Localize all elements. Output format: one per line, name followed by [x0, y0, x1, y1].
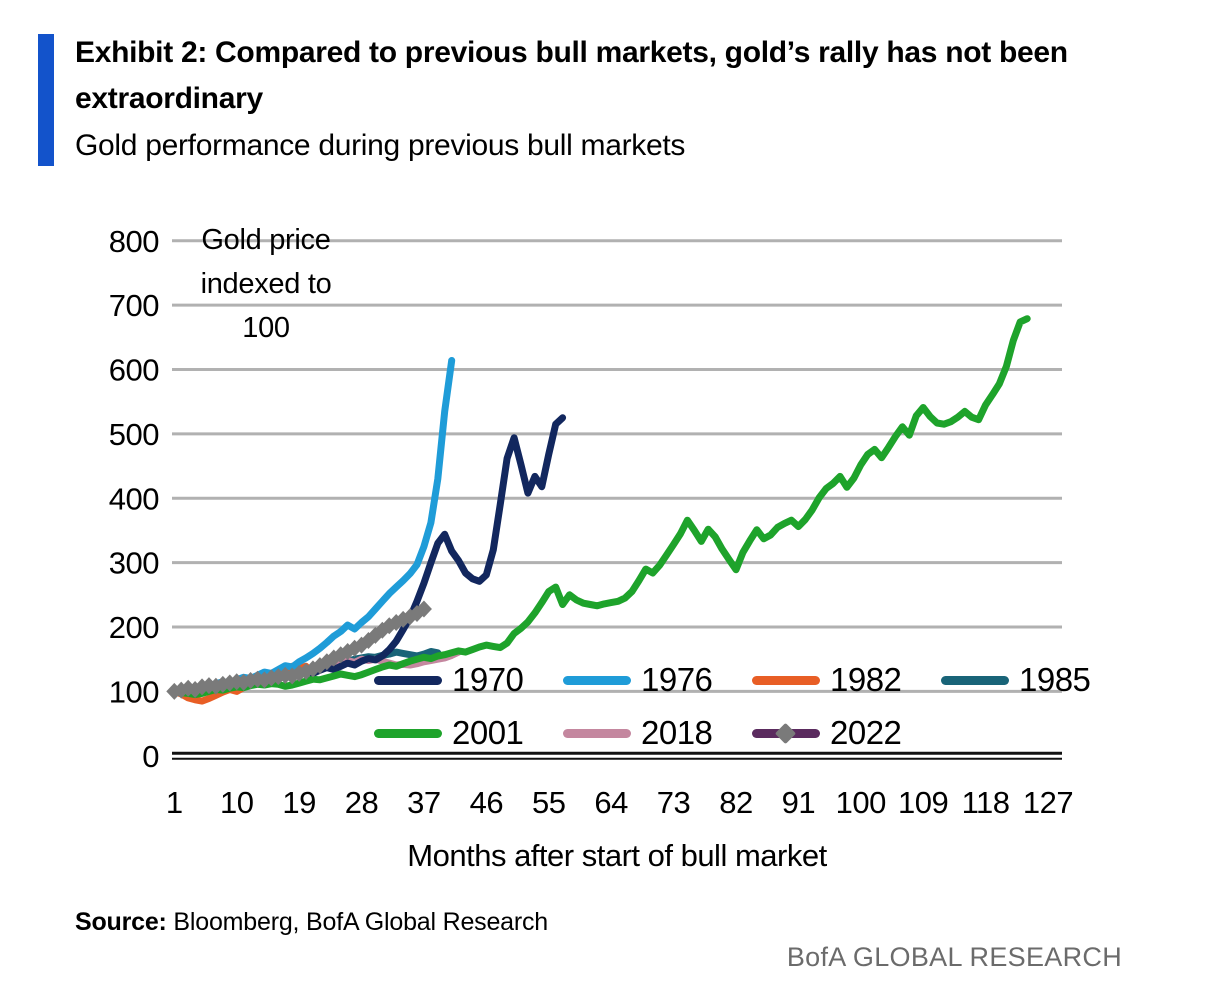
x-tick-label-1: 1 — [166, 785, 183, 820]
y-tick-label-0: 0 — [142, 739, 159, 774]
legend-item-1976: 1976 — [563, 662, 752, 698]
series-line-2001 — [170, 315, 1031, 699]
legend-label-1985: 1985 — [1019, 661, 1091, 698]
source-label: Source: — [75, 908, 167, 936]
legend-label-1970: 1970 — [452, 661, 524, 698]
y-tick-label-100: 100 — [109, 674, 159, 709]
gridlines — [172, 239, 1062, 693]
y-tick-label-600: 600 — [109, 353, 159, 388]
legend-label-1976: 1976 — [641, 661, 713, 698]
legend-swatch-2022 — [752, 722, 820, 744]
legend-swatch-1970 — [374, 675, 442, 685]
legend-swatch-1982 — [752, 675, 820, 685]
legend-row-2: 2001 2018 2022 — [374, 715, 1090, 751]
x-tick-label-55: 55 — [532, 785, 565, 820]
legend-row-1: 1970 1976 1982 1985 — [374, 661, 1091, 698]
legend-swatch-2001 — [374, 728, 442, 738]
legend-label-1982: 1982 — [830, 661, 902, 698]
series-line-1976 — [170, 357, 456, 696]
series-markers-2022 — [166, 600, 432, 700]
legend-item-2001: 2001 — [374, 715, 563, 751]
x-axis-title: Months after start of bull market — [407, 838, 827, 873]
y-axis-tick-labels: 0 100 200 300 400 500 600 700 800 — [109, 224, 160, 774]
exhibit-accent-bar — [38, 34, 54, 166]
legend-label-2001: 2001 — [452, 714, 524, 751]
y-tick-label-800: 800 — [109, 224, 159, 259]
legend-item-1985: 1985 — [941, 661, 1091, 698]
diamond-marker — [415, 600, 432, 618]
legend-item-1982: 1982 — [752, 662, 941, 698]
legend-item-2022: 2022 — [752, 714, 902, 751]
x-tick-label-37: 37 — [407, 785, 440, 820]
chart-annotation: Gold price indexed to 100 — [200, 224, 332, 344]
x-tick-label-91: 91 — [782, 785, 815, 820]
x-tick-label-64: 64 — [594, 785, 628, 820]
y-tick-label-300: 300 — [109, 546, 159, 581]
x-axis-line — [172, 751, 1062, 760]
exhibit-title: Exhibit 2: Compared to previous bull mar… — [75, 36, 1068, 115]
source-line: Source: Bloomberg, BofA Global Research — [75, 908, 548, 937]
exhibit-subtitle: Gold performance during previous bull ma… — [75, 129, 686, 162]
x-tick-label-28: 28 — [345, 785, 378, 820]
x-axis-tick-labels: 1 10 19 28 37 46 55 64 73 82 91 100 109 118 127 — [166, 785, 1074, 820]
x-tick-label-46: 46 — [470, 785, 503, 820]
x-tick-label-19: 19 — [282, 785, 315, 820]
y-tick-label-700: 700 — [109, 288, 159, 323]
y-tick-label-500: 500 — [109, 417, 159, 452]
legend-item-1970: 1970 — [374, 662, 563, 698]
x-tick-label-82: 82 — [719, 785, 752, 820]
legend-diamond-icon — [774, 722, 797, 744]
source-text: Bloomberg, BofA Global Research — [166, 908, 548, 936]
x-tick-label-118: 118 — [962, 785, 1010, 820]
x-tick-label-127: 127 — [1023, 785, 1073, 820]
y-tick-label-200: 200 — [109, 610, 159, 645]
legend-swatch-1976 — [563, 675, 631, 685]
chart-legend: 1970 1976 1982 1985 2001 2018 2022 — [374, 661, 1091, 751]
legend-label-2018: 2018 — [641, 714, 713, 751]
footer-brand: BofA GLOBAL RESEARCH — [786, 942, 1122, 972]
series-line-1970 — [170, 414, 567, 695]
legend-swatch-2018 — [563, 728, 631, 738]
legend-item-2018: 2018 — [563, 715, 752, 751]
x-tick-label-109: 109 — [898, 785, 948, 820]
x-tick-label-10: 10 — [220, 785, 254, 820]
x-tick-label-100: 100 — [836, 785, 886, 820]
x-tick-label-73: 73 — [657, 785, 690, 820]
legend-swatch-1985 — [941, 675, 1009, 685]
legend-label-2022: 2022 — [830, 714, 902, 751]
series-lines — [166, 315, 1031, 705]
y-tick-label-400: 400 — [109, 481, 159, 516]
